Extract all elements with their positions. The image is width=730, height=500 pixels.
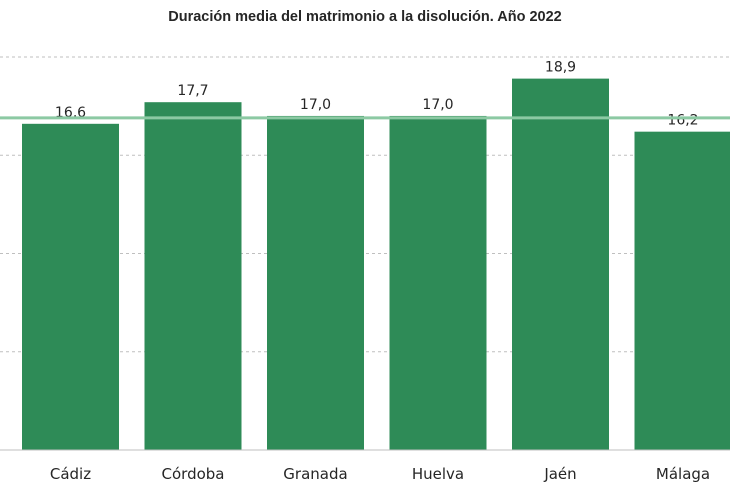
x-tick-label: Jaén [543,465,576,483]
bar-jaén [512,78,609,451]
data-label: 17,7 [177,83,208,99]
x-tick-label: Córdoba [162,465,225,483]
x-tick-label: Huelva [412,465,464,483]
x-tick-labels: Cádiz Córdoba Granada Huelva Jaén Málaga [50,465,710,483]
bar-córdoba [144,102,242,450]
x-tick-label: Málaga [656,465,710,483]
bar-huelva [389,115,487,450]
data-label: 16,2 [667,113,698,129]
x-tick-label: Granada [283,465,347,483]
bars [22,78,730,451]
data-label: 17,0 [300,97,331,113]
bar-cádiz [22,123,119,450]
bar-málaga [634,131,730,451]
chart-title: Duración media del matrimonio a la disol… [168,9,562,25]
data-label: 17,0 [422,97,453,113]
data-label: 18,9 [545,60,576,76]
x-tick-label: Cádiz [50,465,91,483]
bar-granada [267,115,364,450]
